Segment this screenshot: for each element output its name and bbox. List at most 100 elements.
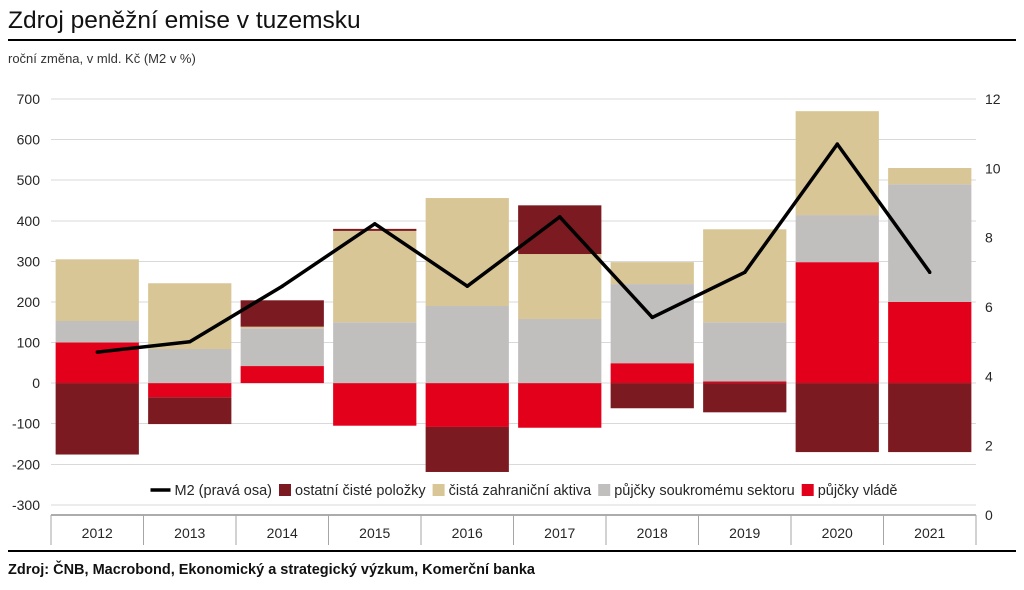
x-tick-label: 2012 — [82, 525, 113, 541]
y-right-tick-label: 0 — [985, 507, 993, 523]
x-tick-label: 2014 — [267, 525, 298, 541]
y-right-tick-label: 6 — [985, 299, 993, 315]
bar-cista-zahranicni-aktiva-2014 — [240, 326, 324, 329]
y-right-tick-label: 10 — [985, 160, 1001, 176]
line-point-2015 — [373, 222, 377, 226]
line-point-2016 — [465, 284, 469, 288]
line-point-2019 — [743, 270, 747, 275]
source-rule — [8, 550, 1016, 552]
bars — [55, 111, 972, 472]
bar-pujcky-soukromemu-sektoru-2016 — [425, 305, 509, 384]
m2-series — [95, 142, 932, 354]
legend-item-cista-zahranicni-aktiva: čistá zahraniční aktiva — [432, 483, 592, 499]
bar-ostatni-ciste-polozky-2016 — [425, 426, 509, 472]
x-tick-label: 2017 — [544, 525, 575, 541]
legend-swatch — [279, 484, 291, 496]
y-left-tick-label: 300 — [17, 253, 41, 269]
y-left-tick-label: 100 — [17, 335, 41, 351]
legend: M2 (pravá osa) ostatní čisté položky čistá… — [150, 483, 898, 499]
bar-pujcky-soukromemu-sektoru-2020 — [795, 215, 879, 263]
bar-pujcky-vlade-2015 — [333, 383, 417, 426]
x-tick-label: 2016 — [452, 525, 483, 541]
line-m2-prava-osa — [97, 142, 932, 354]
bar-cista-zahranicni-aktiva-2018 — [610, 262, 694, 285]
legend-item-ostatni-ciste-polozky: ostatní čisté položky — [279, 483, 426, 499]
bar-pujcky-soukromemu-sektoru-2015 — [333, 322, 417, 384]
legend-item-pujcky-soukromemu-sektoru: půjčky soukromému sektoru — [598, 483, 795, 499]
bar-cista-zahranicni-aktiva-2020 — [795, 111, 879, 216]
y-left-tick-label: 400 — [17, 213, 41, 229]
y-left-tick-label: -100 — [12, 416, 40, 432]
line-point-2020 — [835, 142, 839, 146]
legend-item-pujcky-vlade: půjčky vládě — [801, 483, 898, 499]
x-tick-label: 2013 — [174, 525, 205, 541]
legend-label: půjčky soukromému sektoru — [614, 483, 795, 499]
x-axis — [50, 514, 977, 545]
legend-label: M2 (pravá osa) — [175, 483, 273, 499]
bar-pujcky-soukromemu-sektoru-2014 — [240, 328, 324, 367]
legend-label: ostatní čisté položky — [295, 483, 426, 499]
line-point-2021 — [928, 270, 932, 275]
source-note: Zdroj: ČNB, Macrobond, Ekonomický a stra… — [8, 562, 535, 578]
bar-ostatni-ciste-polozky-2018 — [610, 383, 694, 409]
bar-ostatni-ciste-polozky-2013 — [148, 397, 232, 425]
x-tick-label: 2019 — [729, 525, 760, 541]
line-point-2012 — [95, 350, 99, 354]
bar-pujcky-soukromemu-sektoru-2012 — [55, 321, 139, 343]
line-point-2018 — [650, 315, 654, 320]
legend-label: půjčky vládě — [818, 483, 898, 499]
bar-cista-zahranicni-aktiva-2012 — [55, 259, 139, 322]
bar-ostatni-ciste-polozky-2021 — [888, 383, 972, 453]
bar-cista-zahranicni-aktiva-2021 — [888, 167, 972, 185]
bar-pujcky-vlade-2019 — [703, 381, 787, 384]
bar-ostatni-ciste-polozky-2015 — [333, 228, 417, 231]
bar-pujcky-soukromemu-sektoru-2021 — [888, 184, 972, 302]
bar-ostatni-ciste-polozky-2019 — [703, 383, 787, 413]
y-right-tick-label: 4 — [985, 368, 993, 384]
bar-pujcky-vlade-2017 — [518, 383, 602, 428]
y-right-tick-label: 8 — [985, 230, 993, 246]
bar-cista-zahranicni-aktiva-2015 — [333, 230, 417, 323]
chart-title: Zdroj peněžní emise v tuzemsku — [8, 7, 361, 34]
y-right-tick-label: 2 — [985, 438, 993, 454]
bar-cista-zahranicni-aktiva-2016 — [425, 198, 509, 306]
bar-pujcky-vlade-2016 — [425, 383, 509, 427]
bar-pujcky-soukromemu-sektoru-2017 — [518, 318, 602, 384]
axis-labels: 2012 2013 2014 2015 2016 2017 2018 2019 2020 2021… — [12, 91, 1001, 541]
y-left-tick-label: -300 — [12, 497, 40, 513]
legend-item-m2-prava-osa: M2 (pravá osa) — [150, 483, 273, 499]
bar-ostatni-ciste-polozky-2012 — [55, 383, 139, 455]
line-point-2014 — [280, 284, 284, 288]
y-left-tick-label: -200 — [12, 456, 40, 472]
x-tick-label: 2015 — [359, 525, 390, 541]
bar-pujcky-vlade-2021 — [888, 301, 972, 384]
bar-pujcky-vlade-2013 — [148, 383, 232, 398]
bar-cista-zahranicni-aktiva-2013 — [148, 283, 232, 350]
y-left-tick-label: 500 — [17, 172, 41, 188]
bar-ostatni-ciste-polozky-2020 — [795, 383, 879, 453]
bar-pujcky-vlade-2014 — [240, 366, 324, 384]
title-rule — [8, 39, 1016, 41]
legend-swatch — [598, 484, 611, 496]
legend-swatch — [801, 484, 814, 496]
y-left-tick-label: 700 — [17, 91, 41, 107]
line-point-2013 — [188, 339, 192, 344]
y-right-tick-label: 12 — [985, 91, 1001, 107]
bar-cista-zahranicni-aktiva-2017 — [518, 254, 602, 319]
bar-cista-zahranicni-aktiva-2019 — [703, 229, 787, 323]
y-left-tick-label: 200 — [17, 294, 41, 310]
y-left-tick-label: 0 — [32, 375, 40, 391]
bar-pujcky-vlade-2018 — [610, 363, 694, 384]
x-tick-label: 2018 — [637, 525, 668, 541]
bar-pujcky-soukromemu-sektoru-2019 — [703, 322, 787, 382]
chart-subtitle: roční změna, v mld. Kč (M2 v %) — [8, 51, 196, 66]
x-tick-label: 2020 — [822, 525, 853, 541]
bar-pujcky-soukromemu-sektoru-2018 — [610, 284, 694, 364]
bar-pujcky-soukromemu-sektoru-2013 — [148, 349, 232, 384]
x-tick-label: 2021 — [914, 525, 945, 541]
bar-pujcky-vlade-2020 — [795, 262, 879, 384]
y-left-tick-label: 600 — [17, 132, 41, 148]
line-point-2017 — [558, 215, 562, 219]
